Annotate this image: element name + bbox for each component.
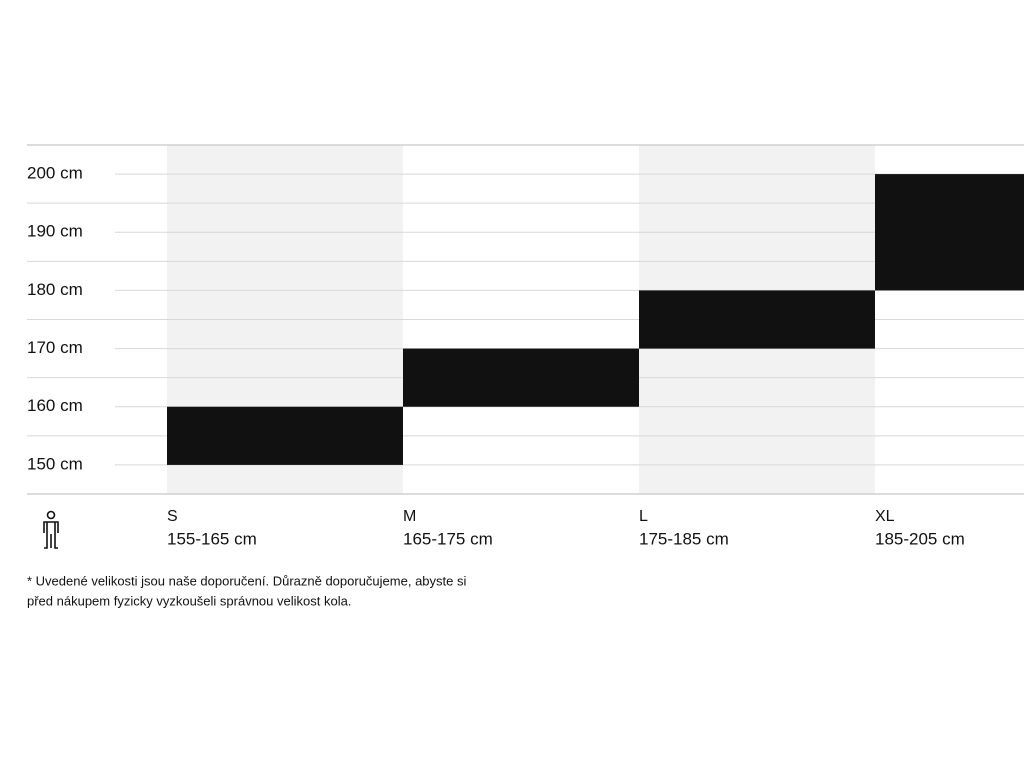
- size-name: S: [167, 508, 178, 525]
- y-tick-label: 190 cm: [27, 222, 83, 241]
- y-tick-label: 170 cm: [27, 338, 83, 357]
- height-icon: [43, 510, 59, 549]
- size-bar: [639, 290, 875, 349]
- size-range: 165-175 cm: [403, 529, 493, 548]
- size-name: XL: [875, 508, 895, 525]
- y-tick-label: 150 cm: [27, 454, 83, 473]
- y-tick-label: 200 cm: [27, 164, 83, 183]
- footnote: před nákupem fyzicky vyzkoušeli správnou…: [27, 593, 351, 608]
- size-range: 155-165 cm: [167, 529, 257, 548]
- size-range: 175-185 cm: [639, 529, 729, 548]
- size-bar: [875, 174, 1024, 291]
- labels: 150 cm 160 cm 170 cm 180 cm 190 cm 200 cm S 155…: [27, 164, 965, 609]
- size-bar: [403, 348, 639, 407]
- size-name: M: [403, 508, 416, 525]
- y-tick-label: 160 cm: [27, 396, 83, 415]
- y-tick-label: 180 cm: [27, 280, 83, 299]
- size-bar: [167, 406, 403, 465]
- bars: [167, 174, 1024, 465]
- footnote: * Uvedené velikosti jsou naše doporučení…: [27, 573, 466, 588]
- size-range: 185-205 cm: [875, 529, 965, 548]
- size-name: L: [639, 508, 648, 525]
